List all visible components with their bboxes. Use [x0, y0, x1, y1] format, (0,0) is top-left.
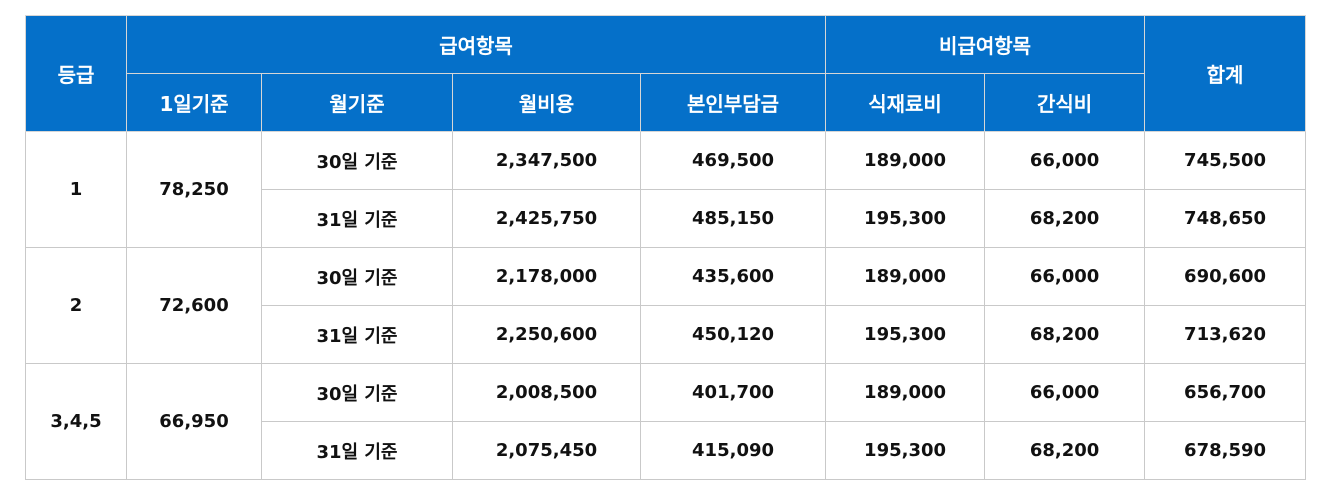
table-row: 2 72,600 30일 기준 2,178,000 435,600 189,00… [25, 247, 1307, 364]
food-cost-cell: 195,300 [825, 421, 986, 480]
basis-cell: 31일 기준 [261, 421, 453, 480]
monthly-cost-cell: 2,008,500 [452, 363, 641, 422]
table-row: 1 78,250 30일 기준 2,347,500 469,500 189,00… [25, 131, 1307, 248]
header-food-cost: 식재료비 [825, 73, 986, 132]
food-cost-cell: 195,300 [825, 189, 986, 248]
self-pay-cell: 485,150 [639, 189, 827, 248]
table-body: 1 78,250 30일 기준 2,347,500 469,500 189,00… [25, 131, 1307, 480]
basis-cell: 31일 기준 [261, 189, 453, 248]
grade-cell: 1 [25, 131, 127, 248]
snack-cost-cell: 66,000 [984, 363, 1146, 422]
header-total: 합계 [1144, 15, 1307, 132]
basis-cell: 30일 기준 [261, 247, 453, 306]
table-row: 31일 기준 2,250,600 450,120 195,300 68,200 … [26, 305, 1307, 364]
grade-cell: 2 [25, 247, 127, 364]
snack-cost-cell: 66,000 [984, 247, 1146, 306]
header-snack-cost: 간식비 [984, 73, 1146, 132]
monthly-cost-cell: 2,075,450 [452, 421, 641, 480]
snack-cost-cell: 66,000 [984, 131, 1146, 190]
table-row: 3,4,5 66,950 30일 기준 2,008,500 401,700 18… [25, 363, 1307, 480]
total-cell: 678,590 [1144, 421, 1307, 480]
self-pay-cell: 435,600 [639, 247, 827, 306]
monthly-cost-cell: 2,178,000 [452, 247, 641, 306]
total-cell: 656,700 [1144, 363, 1307, 422]
header-monthly-cost: 월비용 [452, 73, 641, 132]
food-cost-cell: 189,000 [825, 131, 986, 190]
snack-cost-cell: 68,200 [984, 189, 1146, 248]
header-row-2: 1일기준 월기준 월비용 본인부담금 식재료비 간식비 [26, 73, 1306, 132]
header-monthly-basis: 월기준 [261, 73, 453, 132]
self-pay-cell: 469,500 [639, 131, 827, 190]
monthly-cost-cell: 2,425,750 [452, 189, 641, 248]
total-cell: 690,600 [1144, 247, 1307, 306]
snack-cost-cell: 68,200 [984, 305, 1146, 364]
basis-cell: 30일 기준 [261, 131, 453, 190]
header-self-pay: 본인부담금 [639, 73, 827, 132]
table-row: 31일 기준 2,425,750 485,150 195,300 68,200 … [26, 189, 1307, 248]
self-pay-cell: 415,090 [639, 421, 827, 480]
basis-cell: 31일 기준 [261, 305, 453, 364]
header-benefit-group: 급여항목 [125, 15, 827, 74]
basis-cell: 30일 기준 [261, 363, 453, 422]
total-cell: 713,620 [1144, 305, 1307, 364]
total-cell: 745,500 [1144, 131, 1307, 190]
grade-cell: 3,4,5 [25, 363, 127, 480]
daily-cell: 66,950 [126, 363, 262, 480]
food-cost-cell: 189,000 [825, 247, 986, 306]
daily-cell: 72,600 [126, 247, 262, 364]
table-row: 31일 기준 2,075,450 415,090 195,300 68,200 … [26, 421, 1307, 480]
header-nonbenefit-group: 비급여항목 [825, 15, 1146, 74]
self-pay-cell: 450,120 [639, 305, 827, 364]
food-cost-cell: 189,000 [825, 363, 986, 422]
monthly-cost-cell: 2,250,600 [452, 305, 641, 364]
fee-table-container: 등급 급여항목 비급여항목 합계 1일기준 월기준 월비용 본인부담금 식재료비… [25, 15, 1307, 480]
food-cost-cell: 195,300 [825, 305, 986, 364]
header-daily: 1일기준 [126, 73, 262, 132]
self-pay-cell: 401,700 [639, 363, 827, 422]
daily-cell: 78,250 [126, 131, 262, 248]
fee-table: 등급 급여항목 비급여항목 합계 1일기준 월기준 월비용 본인부담금 식재료비… [25, 15, 1307, 480]
header-grade: 등급 [25, 15, 127, 132]
total-cell: 748,650 [1144, 189, 1307, 248]
table-header: 등급 급여항목 비급여항목 합계 1일기준 월기준 월비용 본인부담금 식재료비… [25, 15, 1307, 132]
snack-cost-cell: 68,200 [984, 421, 1146, 480]
monthly-cost-cell: 2,347,500 [452, 131, 641, 190]
header-row-1: 등급 급여항목 비급여항목 합계 [25, 15, 1307, 132]
